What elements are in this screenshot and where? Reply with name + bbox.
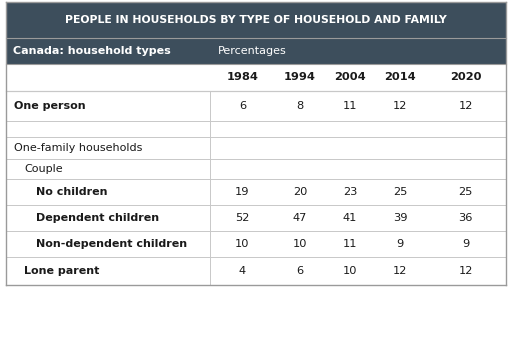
- Text: 2020: 2020: [450, 73, 481, 82]
- Text: 36: 36: [458, 213, 473, 223]
- Text: 9: 9: [396, 239, 403, 249]
- Bar: [6, 38, 506, 64]
- Bar: [6, 121, 506, 137]
- Text: 12: 12: [458, 101, 473, 111]
- Text: 52: 52: [236, 213, 250, 223]
- Text: 4: 4: [239, 266, 246, 276]
- Bar: [6, 137, 506, 159]
- Text: Non-dependent children: Non-dependent children: [36, 239, 187, 249]
- Text: 39: 39: [393, 213, 407, 223]
- Bar: [6, 231, 506, 257]
- Text: 12: 12: [393, 266, 407, 276]
- Text: 19: 19: [235, 187, 250, 197]
- Text: 12: 12: [458, 266, 473, 276]
- Text: 6: 6: [296, 266, 304, 276]
- Text: 2014: 2014: [384, 73, 416, 82]
- Text: 25: 25: [393, 187, 407, 197]
- Text: 1984: 1984: [227, 73, 259, 82]
- Bar: [6, 91, 506, 121]
- Text: 10: 10: [235, 239, 250, 249]
- Text: 1994: 1994: [284, 73, 316, 82]
- Text: No children: No children: [36, 187, 108, 197]
- Text: 9: 9: [462, 239, 469, 249]
- Text: One-family households: One-family households: [14, 143, 142, 153]
- Text: 47: 47: [293, 213, 307, 223]
- Bar: [6, 2, 506, 38]
- Bar: [6, 179, 506, 205]
- Text: 10: 10: [343, 266, 357, 276]
- Text: 6: 6: [239, 101, 246, 111]
- Bar: [6, 64, 506, 91]
- Text: Lone parent: Lone parent: [24, 266, 99, 276]
- Text: Percentages: Percentages: [218, 46, 287, 56]
- Text: 11: 11: [343, 239, 357, 249]
- Text: 10: 10: [293, 239, 307, 249]
- Text: 25: 25: [458, 187, 473, 197]
- Text: 12: 12: [393, 101, 407, 111]
- Text: 2004: 2004: [334, 73, 366, 82]
- Text: One person: One person: [14, 101, 86, 111]
- Text: Canada: household types: Canada: household types: [13, 46, 170, 56]
- Bar: [6, 205, 506, 231]
- Bar: [6, 257, 506, 285]
- Text: 23: 23: [343, 187, 357, 197]
- Text: 11: 11: [343, 101, 357, 111]
- Text: Dependent children: Dependent children: [36, 213, 159, 223]
- Text: 41: 41: [343, 213, 357, 223]
- Bar: [6, 159, 506, 179]
- Text: PEOPLE IN HOUSEHOLDS BY TYPE OF HOUSEHOLD AND FAMILY: PEOPLE IN HOUSEHOLDS BY TYPE OF HOUSEHOL…: [65, 15, 447, 25]
- Text: Couple: Couple: [24, 164, 62, 174]
- Text: 20: 20: [293, 187, 307, 197]
- Text: 8: 8: [296, 101, 304, 111]
